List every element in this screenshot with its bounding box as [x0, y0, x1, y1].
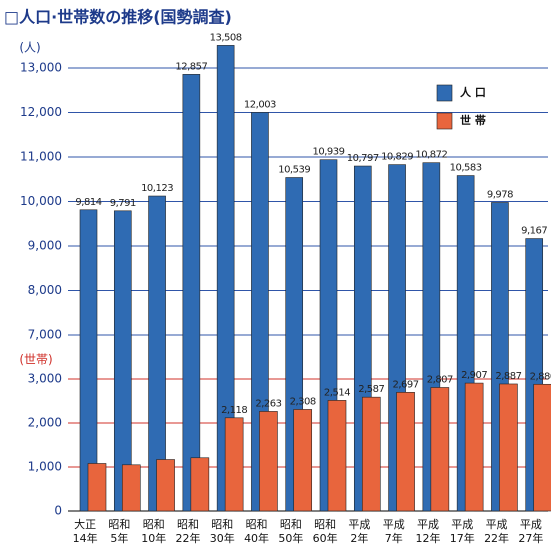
bar — [293, 409, 313, 512]
x-tick-label: 10年 — [141, 531, 166, 545]
y-tick-label: 2,000 — [28, 416, 62, 430]
x-tick-label: 昭和 — [314, 518, 336, 531]
x-tick-label: 14年 — [73, 531, 98, 545]
y-axis-label: (世帯) — [19, 353, 52, 367]
bar — [224, 417, 244, 512]
y2-tick-label: 12,000 — [20, 105, 62, 119]
data-label: 10,797 — [347, 153, 379, 164]
x-tick-label: 60年 — [313, 531, 338, 545]
y-tick-label: 3,000 — [28, 372, 62, 386]
data-label: 10,872 — [415, 150, 447, 161]
bar — [464, 382, 484, 512]
y2-tick-label: 13,000 — [20, 61, 62, 75]
data-label: 10,829 — [381, 152, 413, 163]
x-tick-label: 22年 — [176, 531, 201, 545]
x-tick-label: 平成 — [520, 518, 542, 531]
data-label: 12,003 — [244, 99, 276, 110]
x-tick-label: 昭和 — [108, 518, 130, 531]
bar — [396, 392, 415, 512]
y2-tick-label: 11,000 — [20, 150, 62, 164]
legend-label: 世 帯 — [460, 113, 486, 127]
data-label: 10,939 — [313, 147, 345, 158]
bar — [361, 396, 381, 512]
x-tick-label: 17年 — [450, 531, 475, 545]
data-label: 2,907 — [461, 370, 487, 381]
data-label: 2,118 — [221, 405, 247, 416]
y2-axis-label: (人) — [19, 41, 40, 55]
bar — [87, 463, 107, 512]
data-label: 10,123 — [141, 183, 173, 194]
data-label: 10,539 — [278, 165, 310, 176]
bar — [499, 383, 518, 512]
data-label: 13,508 — [210, 32, 242, 43]
x-tick-label: 50年 — [278, 531, 303, 545]
x-tick-label: 30年 — [210, 531, 235, 545]
x-tick-label: 昭和 — [280, 518, 302, 531]
bar — [182, 74, 201, 512]
x-tick-label: 22年 — [484, 531, 509, 545]
y2-tick-label: 8,000 — [28, 283, 62, 297]
legend-label: 人 口 — [460, 85, 486, 99]
data-label: 12,857 — [175, 61, 207, 72]
data-label: 2,587 — [358, 384, 384, 395]
x-tick-label: 5年 — [110, 531, 128, 545]
bar — [533, 383, 551, 512]
y-tick-label: 1,000 — [28, 460, 62, 474]
bar — [259, 411, 278, 512]
y-tick-label: 0 — [54, 504, 62, 518]
legend-swatch — [436, 112, 453, 130]
x-tick-label: 12年 — [416, 531, 441, 545]
x-tick-label: 2年 — [350, 531, 368, 545]
x-tick-label: 昭和 — [177, 518, 199, 531]
x-tick-label: 平成 — [383, 518, 405, 531]
bar — [121, 464, 141, 512]
x-tick-label: 平成 — [451, 518, 473, 531]
y2-tick-label: 9,000 — [28, 239, 62, 253]
x-tick-label: 平成 — [486, 518, 508, 531]
data-label: 2,887 — [495, 371, 521, 382]
data-label: 9,167 — [521, 226, 547, 237]
data-label: 9,814 — [75, 197, 101, 208]
data-label: 10,583 — [450, 163, 482, 174]
chart-title: □人口·世帯数の推移(国勢調査) — [4, 8, 232, 27]
x-tick-label: 7年 — [385, 531, 403, 545]
x-tick-label: 27年 — [518, 531, 543, 545]
bar — [327, 400, 347, 512]
x-tick-label: 平成 — [417, 518, 439, 531]
x-tick-label: 大正 — [74, 517, 96, 531]
data-label: 2,697 — [393, 379, 419, 390]
y2-tick-label: 7,000 — [28, 328, 62, 342]
data-label: 9,791 — [110, 198, 136, 209]
legend-swatch — [436, 84, 453, 102]
bar — [430, 387, 450, 512]
x-tick-label: 平成 — [348, 518, 370, 531]
data-label: 2,807 — [427, 374, 453, 385]
data-label: 2,514 — [324, 387, 350, 398]
x-tick-label: 40年 — [244, 531, 269, 545]
data-label: 9,978 — [487, 189, 513, 200]
data-label: 2,880 — [530, 371, 551, 382]
data-label: 2,308 — [290, 396, 316, 407]
x-tick-label: 昭和 — [143, 518, 165, 531]
x-tick-label: 昭和 — [246, 518, 268, 531]
data-label: 2,263 — [255, 398, 281, 409]
y2-tick-label: 10,000 — [20, 194, 62, 208]
x-tick-label: 昭和 — [211, 518, 233, 531]
bar — [190, 457, 210, 512]
bar — [156, 459, 175, 512]
